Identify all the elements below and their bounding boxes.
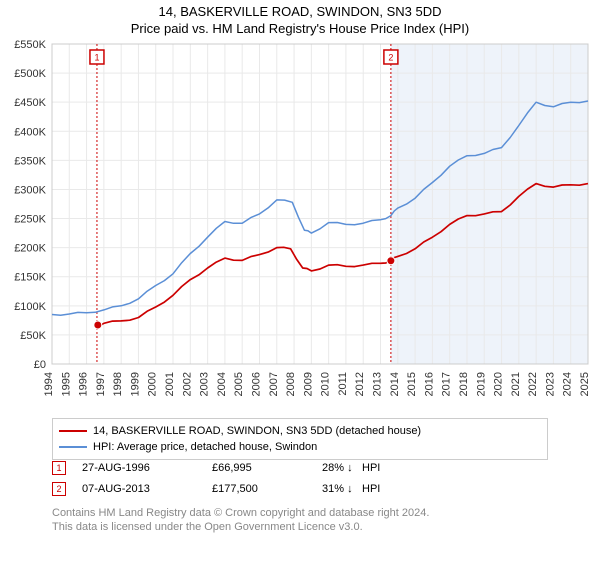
legend-swatch: [59, 430, 87, 432]
legend-row: HPI: Average price, detached house, Swin…: [59, 439, 541, 455]
svg-text:1999: 1999: [129, 372, 141, 396]
svg-text:2017: 2017: [441, 372, 453, 396]
svg-text:£300K: £300K: [14, 184, 46, 196]
sale-marker-1: 1: [52, 461, 66, 475]
svg-text:2001: 2001: [164, 372, 176, 396]
svg-text:£100K: £100K: [14, 301, 46, 313]
sale-marker-2: 2: [52, 482, 66, 496]
sale-row-2: 2 07-AUG-2013 £177,500 31% ↓ HPI: [52, 482, 562, 496]
svg-text:1998: 1998: [112, 372, 124, 396]
svg-text:1996: 1996: [78, 372, 90, 396]
svg-text:2023: 2023: [544, 372, 556, 396]
svg-text:£450K: £450K: [14, 97, 46, 109]
svg-text:2002: 2002: [181, 372, 193, 396]
svg-text:2018: 2018: [458, 372, 470, 396]
svg-text:2022: 2022: [527, 372, 539, 396]
svg-text:2004: 2004: [216, 372, 228, 396]
svg-text:2013: 2013: [372, 372, 384, 396]
svg-text:2009: 2009: [302, 372, 314, 396]
chart-subtitle: Price paid vs. HM Land Registry's House …: [0, 21, 600, 36]
svg-text:2020: 2020: [493, 372, 505, 396]
svg-text:1997: 1997: [95, 372, 107, 396]
svg-text:2007: 2007: [268, 372, 280, 396]
svg-text:1995: 1995: [60, 372, 72, 396]
svg-text:2000: 2000: [147, 372, 159, 396]
svg-text:2019: 2019: [475, 372, 487, 396]
svg-text:2008: 2008: [285, 372, 297, 396]
svg-text:2012: 2012: [354, 372, 366, 396]
svg-text:£200K: £200K: [14, 243, 46, 255]
sale-pct-1: 28% ↓: [322, 462, 362, 474]
svg-text:£50K: £50K: [20, 330, 46, 342]
legend-box: 14, BASKERVILLE ROAD, SWINDON, SN3 5DD (…: [52, 418, 548, 460]
chart-area: £0 £50K £100K £150K £200K £250K £300K £350K £400…: [0, 36, 600, 406]
legend-row: 14, BASKERVILLE ROAD, SWINDON, SN3 5DD (…: [59, 423, 541, 439]
svg-text:£550K: £550K: [14, 39, 46, 51]
chart-container: 14, BASKERVILLE ROAD, SWINDON, SN3 5DD P…: [0, 4, 600, 564]
svg-text:1994: 1994: [43, 372, 55, 396]
sale-rel-2: HPI: [362, 483, 380, 495]
svg-text:2025: 2025: [579, 372, 591, 396]
chart-svg: £0 £50K £100K £150K £200K £250K £300K £350K £400…: [0, 36, 600, 406]
svg-text:1: 1: [94, 53, 99, 63]
svg-text:2016: 2016: [423, 372, 435, 396]
svg-text:2014: 2014: [389, 372, 401, 396]
svg-text:£0: £0: [34, 359, 46, 371]
svg-text:2003: 2003: [199, 372, 211, 396]
legend-swatch: [59, 446, 87, 448]
legend-label: 14, BASKERVILLE ROAD, SWINDON, SN3 5DD (…: [93, 425, 421, 437]
svg-text:2015: 2015: [406, 372, 418, 396]
svg-text:2005: 2005: [233, 372, 245, 396]
svg-text:2006: 2006: [250, 372, 262, 396]
copyright-text: Contains HM Land Registry data © Crown c…: [52, 506, 562, 535]
svg-text:£350K: £350K: [14, 155, 46, 167]
svg-text:£250K: £250K: [14, 214, 46, 226]
sale-pct-2: 31% ↓: [322, 483, 362, 495]
sale-date-2: 07-AUG-2013: [82, 483, 212, 495]
sale-price-1: £66,995: [212, 462, 322, 474]
legend-label: HPI: Average price, detached house, Swin…: [93, 441, 317, 453]
sale-date-1: 27-AUG-1996: [82, 462, 212, 474]
svg-text:£500K: £500K: [14, 68, 46, 80]
svg-text:2021: 2021: [510, 372, 522, 396]
svg-text:2010: 2010: [320, 372, 332, 396]
chart-title: 14, BASKERVILLE ROAD, SWINDON, SN3 5DD: [0, 4, 600, 19]
svg-text:2011: 2011: [337, 372, 349, 396]
sale-row-1: 1 27-AUG-1996 £66,995 28% ↓ HPI: [52, 461, 562, 475]
svg-text:2024: 2024: [562, 372, 574, 396]
sale-rel-1: HPI: [362, 462, 380, 474]
svg-text:2: 2: [388, 53, 393, 63]
svg-text:£400K: £400K: [14, 126, 46, 138]
svg-text:£150K: £150K: [14, 272, 46, 284]
sale-price-2: £177,500: [212, 483, 322, 495]
